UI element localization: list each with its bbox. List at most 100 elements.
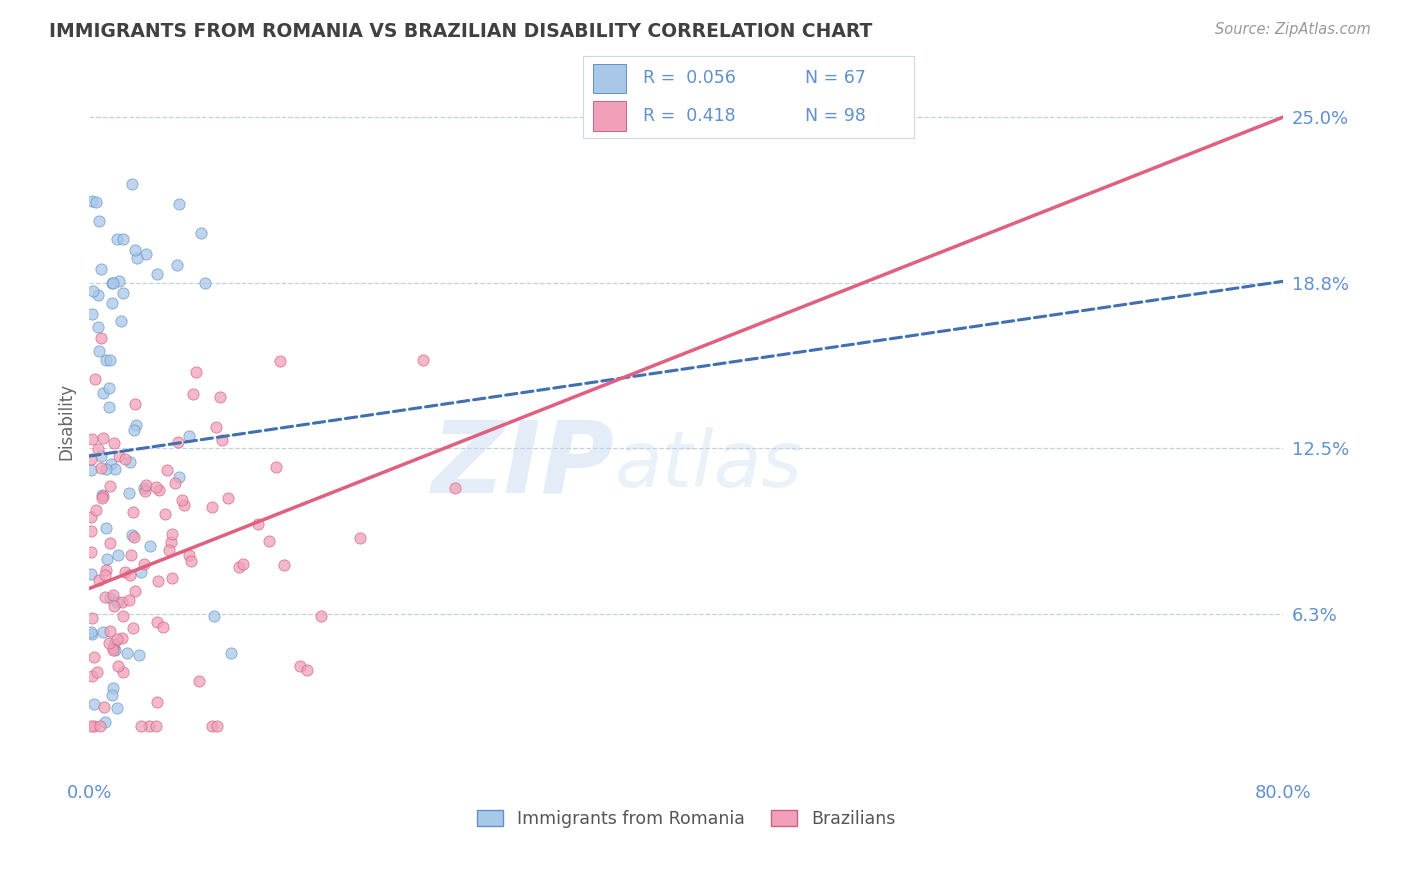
Point [180, 554, 202, 568]
Point [111, 665, 134, 679]
Point [159, 535, 181, 549]
Point [80, 566, 103, 581]
Point [166, 259, 188, 273]
Bar [593, 102, 627, 131]
Point [98, 624, 121, 639]
Point [188, 673, 211, 688]
Point [221, 646, 243, 660]
Point [162, 527, 184, 541]
Point [80, 611, 103, 625]
Point [146, 267, 169, 281]
Point [101, 689, 124, 703]
Point [100, 296, 122, 310]
Point [111, 631, 134, 645]
Point [104, 643, 127, 657]
Point [107, 548, 129, 562]
Point [156, 463, 179, 477]
Point [98, 536, 121, 550]
Point [107, 658, 129, 673]
Point [170, 492, 193, 507]
Point [86, 442, 108, 456]
Point [111, 231, 134, 245]
Point [162, 571, 184, 585]
Point [139, 539, 162, 553]
Y-axis label: Disability: Disability [58, 383, 75, 460]
Point [90, 488, 112, 502]
Point [145, 615, 167, 629]
Point [112, 609, 135, 624]
Point [173, 498, 195, 512]
Point [120, 455, 142, 469]
Text: atlas: atlas [614, 426, 803, 502]
Point [228, 560, 250, 574]
Text: N = 98: N = 98 [804, 107, 866, 125]
Point [107, 274, 129, 288]
Point [202, 609, 225, 624]
Point [80, 432, 103, 446]
Point [204, 420, 226, 434]
Point [177, 428, 200, 442]
Point [105, 232, 128, 246]
Point [121, 528, 143, 542]
Point [246, 516, 269, 531]
Point [104, 461, 127, 475]
Point [79, 625, 101, 640]
Point [120, 567, 142, 582]
Text: Source: ZipAtlas.com: Source: ZipAtlas.com [1215, 22, 1371, 37]
Point [91, 489, 114, 503]
Point [184, 365, 207, 379]
Point [83, 719, 105, 733]
Point [211, 433, 233, 447]
Point [190, 226, 212, 240]
Point [100, 457, 122, 471]
Point [91, 625, 114, 640]
Point [80, 510, 103, 524]
Point [205, 719, 228, 733]
Point [145, 719, 167, 733]
Point [94, 591, 117, 605]
Point [443, 481, 465, 495]
Point [96, 552, 118, 566]
Point [201, 500, 224, 515]
Point [125, 251, 148, 265]
Point [91, 385, 114, 400]
Point [82, 284, 104, 298]
Point [80, 719, 103, 733]
Point [167, 434, 190, 449]
Point [145, 695, 167, 709]
Point [121, 177, 143, 191]
Point [80, 524, 103, 538]
Point [167, 197, 190, 211]
Point [108, 449, 131, 463]
Point [100, 277, 122, 291]
Point [128, 648, 150, 662]
Point [96, 352, 118, 367]
Point [79, 545, 101, 559]
Point [138, 719, 160, 733]
Point [124, 397, 146, 411]
Point [105, 700, 128, 714]
Point [86, 195, 108, 210]
Point [90, 262, 112, 277]
Point [101, 640, 124, 655]
Point [87, 343, 110, 358]
Point [87, 573, 110, 587]
Point [152, 620, 174, 634]
Point [167, 470, 190, 484]
Point [84, 502, 107, 516]
Text: R =  0.056: R = 0.056 [643, 70, 735, 87]
Point [79, 451, 101, 466]
Point [98, 352, 121, 367]
Point [132, 557, 155, 571]
Point [89, 719, 111, 733]
Point [259, 533, 281, 548]
Point [105, 594, 128, 608]
Text: R =  0.418: R = 0.418 [643, 107, 735, 125]
Point [97, 381, 120, 395]
Point [122, 530, 145, 544]
Point [80, 307, 103, 321]
Point [112, 286, 135, 301]
Point [266, 460, 288, 475]
Point [121, 622, 143, 636]
Bar [593, 63, 627, 93]
